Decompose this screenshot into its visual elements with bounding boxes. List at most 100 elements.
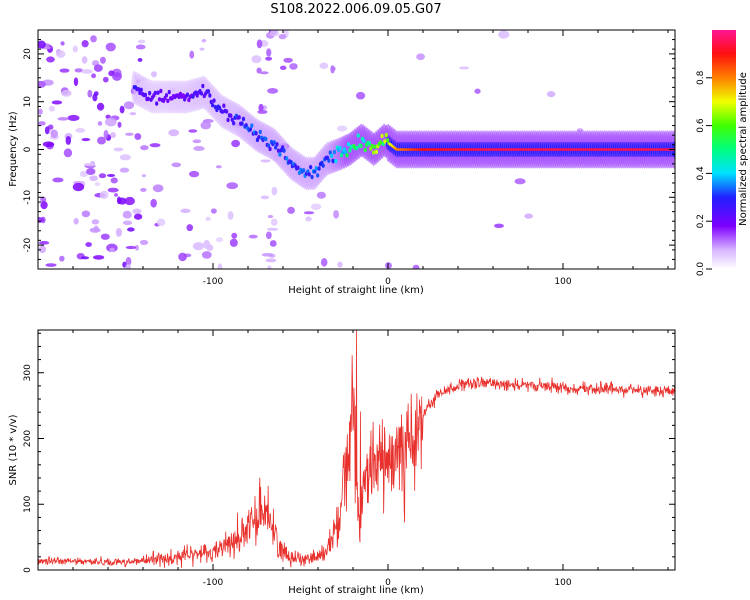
spectrogram-noise-cell <box>229 238 238 247</box>
spectrogram-noise-cell <box>112 72 122 81</box>
colorbar-tick-label: 0.6 <box>696 118 706 133</box>
colorbar-tick-label: 0.4 <box>696 166 706 181</box>
spectrogram-noise-cell <box>124 196 135 206</box>
spectrogram-noise-cell <box>114 193 119 197</box>
spectrogram-noise-cell <box>199 47 205 51</box>
spectrogram-noise-cell <box>67 114 80 122</box>
spectrogram-noise-cell <box>355 91 366 100</box>
y-tick-label: 10 <box>23 96 33 108</box>
spectrogram-ridge-cell <box>362 138 366 144</box>
colorbar-tick-label: 0.2 <box>696 214 706 228</box>
spectrogram-noise-cell <box>83 162 96 167</box>
spectrogram-ridge-cell <box>321 163 325 168</box>
spectrogram-noise-cell <box>81 56 88 64</box>
spectrogram-ridge-cell <box>254 131 258 136</box>
spectrogram-noise-cell <box>38 217 45 223</box>
spectrogram-ridge-cell <box>374 149 379 155</box>
spectrogram-noise-cell <box>63 148 73 158</box>
spectrogram-ridge-cell <box>268 146 272 152</box>
spectrogram-ridge-cell <box>153 90 157 96</box>
spectrogram-noise-cell <box>137 57 143 62</box>
spectrogram-noise-cell <box>188 129 198 133</box>
spectrogram-noise-cell <box>72 182 85 192</box>
spectrogram-noise-cell <box>109 247 115 253</box>
spectrogram-noise-cell <box>248 234 258 239</box>
spectrogram-ridge-cell <box>384 132 388 138</box>
spectrogram-noise-cell <box>91 73 97 79</box>
spectrogram-ridge-cell <box>302 168 306 173</box>
spectrogram-noise-cell <box>42 141 55 148</box>
spectrogram-ridge-cell <box>164 93 169 98</box>
spectrogram-noise-cell <box>139 239 149 245</box>
spectrogram-noise-cell <box>226 182 239 190</box>
spectrogram-ridge-cell <box>146 96 150 102</box>
spectrogram-ridge-cell <box>359 143 363 148</box>
spectrogram-ridge-cell <box>317 166 321 171</box>
snr-x-ticks: -100 0 100 <box>37 330 669 588</box>
spectrogram-noise-cell <box>269 240 277 247</box>
spectrogram-noise-cell <box>75 128 86 133</box>
spectrogram-ridge-cell <box>211 103 215 108</box>
spectrogram-noise-cell <box>189 170 200 178</box>
spectrogram-ridge-cell <box>201 83 205 89</box>
spectrogram-ridge-cell <box>310 174 314 180</box>
spectrogram-noise-cell <box>87 89 93 98</box>
y-tick-label: 0 <box>23 146 33 152</box>
spectrogram-noise-cell <box>289 63 298 70</box>
spectrogram-ridge-cell <box>156 90 160 95</box>
spectrogram-noise-cell <box>203 239 211 249</box>
spectrogram-noise-cell <box>257 109 268 114</box>
spectrogram-noise-cell <box>92 93 98 102</box>
spectrogram-noise-cell <box>129 112 137 116</box>
spectrogram-noise-cell <box>133 213 143 220</box>
spectrogram-noise-cell <box>48 105 56 112</box>
x-tick-label: 100 <box>554 277 571 287</box>
spectrogram-ridge-cell <box>356 133 360 138</box>
spectrogram-y-axis-label: Frequency (Hz) <box>8 111 19 187</box>
spectrogram-ridge-cell <box>257 134 261 140</box>
spectrogram-noise-cell <box>61 89 72 97</box>
spectrogram-noise-cell <box>267 265 272 269</box>
spectrogram-noise-cell <box>140 145 149 151</box>
spectrogram-noise-cell <box>305 216 312 222</box>
spectrogram-ridge-cell <box>370 143 374 149</box>
spectrogram-ridge-cell <box>206 89 211 94</box>
spectrogram-noise-cell <box>38 108 43 115</box>
spectrogram-noise-cell <box>256 39 263 49</box>
spectrogram-noise-cell <box>93 64 103 72</box>
spectrogram-noise-cell <box>412 264 420 269</box>
spectrogram-noise-cell <box>227 211 234 220</box>
spectrogram-noise-cell <box>132 208 142 215</box>
y-tick-label: 200 <box>23 430 33 447</box>
x-tick-label: 0 <box>385 578 391 588</box>
spectrogram-noise-cell <box>59 255 65 262</box>
spectrogram-noise-cell <box>267 215 274 219</box>
spectrogram-noise-cell <box>110 177 118 184</box>
spectrogram-ridge-cell <box>327 158 331 163</box>
spectrogram-ridge-cell <box>212 98 216 103</box>
spectrogram-ridge-cell <box>143 92 148 98</box>
spectrogram-noise-cell <box>271 186 278 196</box>
spectrogram-ridge-cell <box>309 164 313 170</box>
spectrogram-noise-cell <box>150 198 157 208</box>
spectrogram-noise-cell <box>40 201 48 210</box>
spectrogram-noise-cell <box>258 103 264 112</box>
snr-series-line <box>38 330 675 568</box>
spectrogram-noise-cell <box>333 210 340 219</box>
snr-frame <box>37 329 676 571</box>
spectrogram-ridge-cell <box>229 113 233 118</box>
spectrogram-ridge-cell <box>248 127 253 132</box>
spectrogram-noise-cell <box>50 129 59 139</box>
spectrogram-ridge-cell <box>274 145 278 150</box>
spectrogram-ridge-cell <box>331 158 335 164</box>
spectrogram-ridge-cell <box>372 150 376 155</box>
y-tick-label: 0 <box>23 567 33 573</box>
spectrogram-ridge-cell <box>199 91 204 96</box>
spectrogram-noise-cell <box>474 88 481 94</box>
spectrogram-noise-cell <box>74 68 84 73</box>
spectrogram-noise-cell <box>135 44 146 50</box>
spectrogram-noise-cell <box>251 55 262 64</box>
spectrogram-noise-cell <box>106 173 116 177</box>
